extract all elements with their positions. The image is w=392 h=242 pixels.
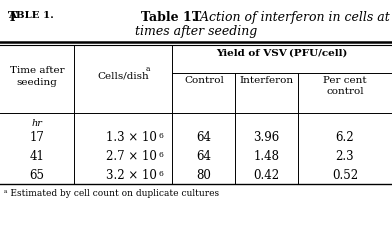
Text: Cells/dish: Cells/dish xyxy=(98,72,149,81)
Text: Time after
seeding: Time after seeding xyxy=(10,66,65,87)
Text: 6: 6 xyxy=(159,132,163,140)
Text: T: T xyxy=(191,11,201,24)
Text: 41: 41 xyxy=(30,150,45,163)
Text: 3.2 × 10: 3.2 × 10 xyxy=(106,169,157,182)
Text: 1.48: 1.48 xyxy=(254,150,279,163)
Text: ᴜABLE 1.: ᴜABLE 1. xyxy=(97,11,295,24)
Text: 17: 17 xyxy=(30,131,45,144)
Text: Per cent
control: Per cent control xyxy=(323,76,367,96)
Text: 80: 80 xyxy=(196,169,211,182)
Text: Yield of VSV (PFU/cell): Yield of VSV (PFU/cell) xyxy=(216,48,348,57)
Text: Interferon: Interferon xyxy=(240,76,294,85)
Text: T: T xyxy=(8,11,17,24)
Text: 64: 64 xyxy=(196,150,211,163)
Text: 6.2: 6.2 xyxy=(336,131,354,144)
Text: Table 1.: Table 1. xyxy=(141,11,196,24)
Text: 2.7 × 10: 2.7 × 10 xyxy=(106,150,157,163)
Text: 1.3 × 10: 1.3 × 10 xyxy=(106,131,157,144)
Text: 6: 6 xyxy=(159,151,163,159)
Text: ᵃ Estimated by cell count on duplicate cultures: ᵃ Estimated by cell count on duplicate c… xyxy=(4,189,219,198)
Text: Action of interferon in cells at different: Action of interferon in cells at differe… xyxy=(196,11,392,24)
Text: 0.42: 0.42 xyxy=(254,169,279,182)
Text: 2.3: 2.3 xyxy=(336,150,354,163)
Text: a: a xyxy=(145,65,150,73)
Text: 6: 6 xyxy=(159,170,163,178)
Text: 0.52: 0.52 xyxy=(332,169,358,182)
Text: hr: hr xyxy=(32,119,43,128)
Text: Table 1.  Action of interferon in cells at different: Table 1. Action of interferon in cells a… xyxy=(42,11,350,24)
Text: 64: 64 xyxy=(196,131,211,144)
Text: times after seeding: times after seeding xyxy=(135,25,257,38)
Text: ABLE 1.: ABLE 1. xyxy=(8,11,57,20)
Text: Control: Control xyxy=(184,76,224,85)
Text: 3.96: 3.96 xyxy=(254,131,279,144)
Text: 65: 65 xyxy=(30,169,45,182)
